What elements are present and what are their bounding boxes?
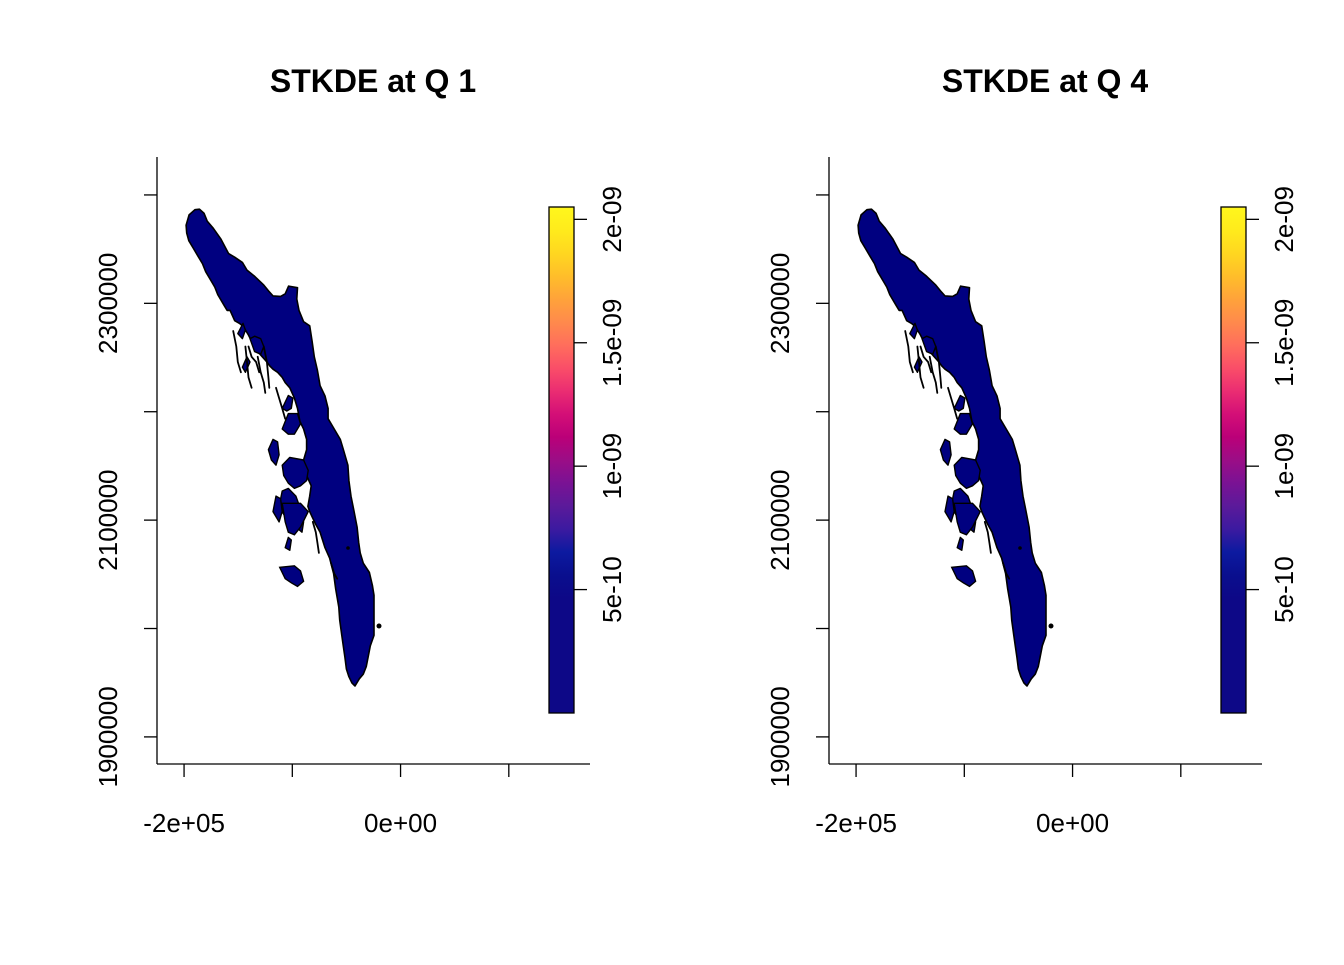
islet-dot xyxy=(1018,546,1022,550)
chart-title: STKDE at Q 1 xyxy=(270,63,476,99)
island-region xyxy=(272,495,283,523)
creek-line xyxy=(983,521,992,554)
island-region xyxy=(267,438,280,466)
creek-line xyxy=(247,345,261,374)
y-tick-label: 2100000 xyxy=(765,469,795,570)
legend-tick-label: 1e-09 xyxy=(1269,433,1299,500)
y-tick-label: 2300000 xyxy=(93,253,123,354)
island-region xyxy=(241,356,251,373)
legend-color-bar xyxy=(548,206,575,714)
island-region xyxy=(913,356,923,373)
legend-tick-label: 2e-09 xyxy=(1269,186,1299,253)
island-region xyxy=(278,565,305,588)
y-tick-label: 2300000 xyxy=(765,253,795,354)
x-tick-label: -2e+05 xyxy=(815,808,897,838)
legend-tick-label: 1.5e-09 xyxy=(1269,299,1299,387)
island-region xyxy=(953,456,981,490)
islet-dot xyxy=(1048,623,1054,629)
creek-line xyxy=(262,345,271,389)
legend-tick-label: 5e-10 xyxy=(597,556,627,623)
density-map xyxy=(857,208,1054,687)
creek-line xyxy=(928,355,939,394)
chart-panel-1: STKDE at Q 1 1900000 2100000 2300000 -2e+05 0… xyxy=(93,63,627,838)
island-region xyxy=(956,536,964,551)
island-region xyxy=(281,502,310,536)
density-map xyxy=(185,208,382,687)
island-region xyxy=(281,412,302,435)
x-tick-label: -2e+05 xyxy=(143,808,225,838)
legend-tick-label: 1.5e-09 xyxy=(597,299,627,387)
creek-line xyxy=(330,562,339,580)
island-region xyxy=(953,412,974,435)
x-tick-label: 0e+00 xyxy=(364,808,437,838)
creek-line xyxy=(1002,562,1011,580)
island-region xyxy=(237,322,247,340)
island-region xyxy=(909,322,919,340)
island-region xyxy=(281,394,294,412)
island-region xyxy=(953,394,966,412)
island-region xyxy=(939,438,952,466)
creek-line xyxy=(916,345,925,389)
island-region xyxy=(950,565,977,588)
creek-line xyxy=(904,330,914,374)
creek-line xyxy=(275,386,287,420)
mainland-region xyxy=(185,208,375,687)
island-region xyxy=(953,502,982,536)
island-region xyxy=(944,495,955,523)
creek-line xyxy=(934,345,943,389)
y-tick-label: 2100000 xyxy=(93,469,123,570)
chart-panel-2: STKDE at Q 4 1900000 2100000 2300000 -2e+05 0… xyxy=(765,63,1299,838)
islet-dot xyxy=(346,546,350,550)
creek-line xyxy=(919,345,933,374)
mainland-region xyxy=(857,208,1047,687)
y-tick-label: 1900000 xyxy=(93,686,123,787)
legend-tick-label: 2e-09 xyxy=(597,186,627,253)
creek-line xyxy=(947,386,959,420)
legend-color-bar xyxy=(1220,206,1247,714)
legend-tick-label: 5e-10 xyxy=(1269,556,1299,623)
island-region xyxy=(284,536,292,551)
legend-tick-label: 1e-09 xyxy=(597,433,627,500)
y-tick-label: 1900000 xyxy=(765,686,795,787)
chart-title: STKDE at Q 4 xyxy=(942,63,1148,99)
creek-line xyxy=(232,330,242,374)
creek-line xyxy=(311,521,320,554)
island-region xyxy=(281,456,309,490)
islet-dot xyxy=(376,623,382,629)
x-tick-label: 0e+00 xyxy=(1036,808,1109,838)
creek-line xyxy=(256,355,267,394)
creek-line xyxy=(244,345,253,389)
